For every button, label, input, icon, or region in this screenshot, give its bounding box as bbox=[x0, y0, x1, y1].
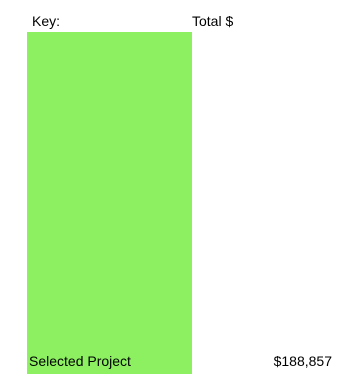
key-header: Key: bbox=[32, 13, 61, 29]
selected-project-total: $188,857 bbox=[273, 353, 332, 369]
selected-project-label: Selected Project bbox=[29, 353, 131, 369]
selected-project-swatch bbox=[27, 32, 192, 374]
total-header: Total $ bbox=[192, 13, 234, 29]
